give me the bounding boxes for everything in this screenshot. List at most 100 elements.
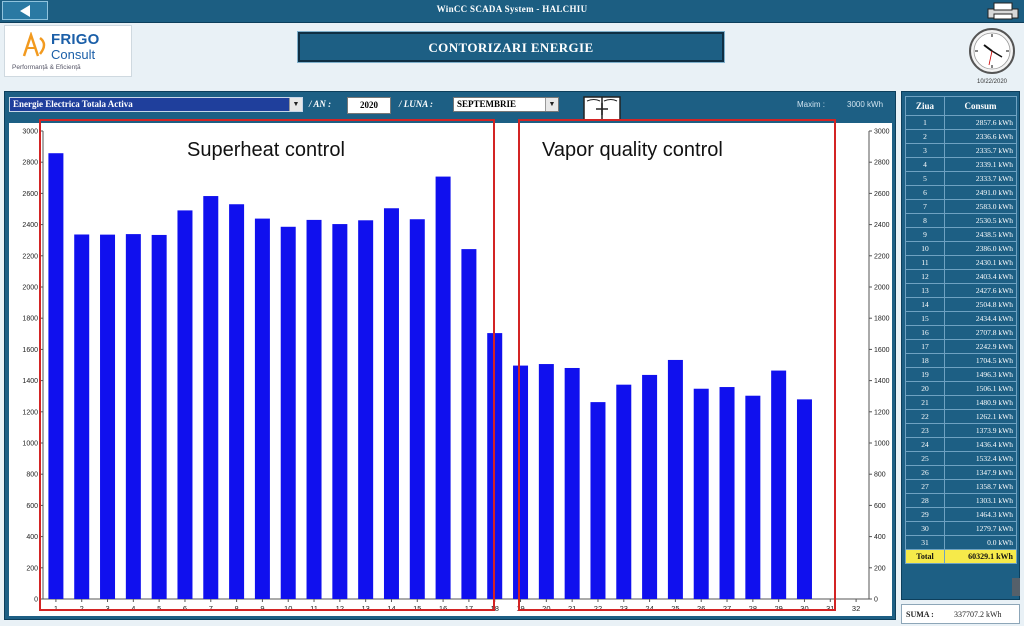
table-cell-day: 17 [905, 339, 945, 354]
column-header-day: Ziua [905, 96, 945, 116]
bar-day-5 [151, 234, 167, 599]
month-dropdown[interactable]: SEPTEMBRIE ▼ [453, 97, 559, 112]
table-cell-day: 8 [905, 213, 945, 228]
y-tick-label-left: 2200 [22, 253, 38, 260]
chevron-down-icon[interactable]: ▼ [289, 98, 302, 111]
chart-panel: Energie Electrica Totala Activa ▼ / AN :… [4, 91, 896, 620]
x-tick-label: 30 [800, 604, 808, 613]
series-dropdown[interactable]: Energie Electrica Totala Activa ▼ [9, 97, 303, 112]
y-tick-label-right: 2000 [874, 285, 890, 292]
chart-controls: Energie Electrica Totala Activa ▼ / AN :… [5, 92, 895, 122]
table-row: 10 2386.0 kWh [905, 241, 1017, 256]
table-cell-day: 6 [905, 185, 945, 200]
table-total-row: Total 60329.1 kWh [905, 549, 1017, 564]
bar-day-20 [538, 364, 554, 599]
table-cell-day: 1 [905, 115, 945, 130]
year-input[interactable]: 2020 [347, 97, 391, 114]
table-cell-day: 31 [905, 535, 945, 550]
back-button[interactable] [2, 1, 48, 20]
y-tick-label-right: 3000 [874, 129, 890, 136]
bar-chart: 0 0 200 200 400 400 600 600 800 800 1000 1000 1200 12… [9, 119, 892, 616]
y-tick-label-left: 800 [26, 472, 38, 479]
month-label: / LUNA : [399, 99, 434, 109]
sum-label: SUMA : [906, 610, 934, 619]
annotation-box-vapor-quality [518, 119, 836, 611]
table-cell-day: 10 [905, 241, 945, 256]
bar-day-17 [461, 249, 477, 599]
table-cell-consum: 2336.6 kWh [944, 129, 1017, 144]
chevron-down-icon[interactable]: ▼ [545, 98, 558, 111]
bar-day-2 [74, 234, 90, 599]
table-cell-consum: 2434.4 kWh [944, 311, 1017, 326]
table-row: 30 1279.7 kWh [905, 521, 1017, 536]
x-tick-label: 1 [54, 604, 58, 613]
bar-day-25 [667, 359, 683, 599]
annotation-label-superheat: Superheat control [187, 139, 345, 161]
logo-text-consult: Consult [51, 47, 96, 62]
table-cell-consum: 2438.5 kWh [944, 227, 1017, 242]
table-row: 5 2333.7 kWh [905, 171, 1017, 186]
bar-day-16 [435, 176, 451, 599]
y-tick-label-right: 1400 [874, 378, 890, 385]
top-bar: WinCC SCADA System - HALCHIU [0, 0, 1024, 23]
table-cell-consum: 2403.4 kWh [944, 269, 1017, 284]
scroll-handle[interactable] [1012, 578, 1020, 596]
y-tick-label-right: 600 [874, 503, 886, 510]
x-tick-label: 28 [749, 604, 757, 613]
table-cell-day: 4 [905, 157, 945, 172]
table-row: 17 2242.9 kWh [905, 339, 1017, 354]
y-tick-label-left: 2000 [22, 285, 38, 292]
table-cell-day: 22 [905, 409, 945, 424]
y-tick-label-right: 2400 [874, 222, 890, 229]
table-cell-consum: 2707.8 kWh [944, 325, 1017, 340]
table-cell-consum: 1506.1 kWh [944, 381, 1017, 396]
bar-day-12 [332, 224, 348, 599]
table-cell-consum: 2857.6 kWh [944, 115, 1017, 130]
bar-day-3 [100, 234, 116, 599]
x-tick-label: 5 [157, 604, 161, 613]
table-cell-day: 15 [905, 311, 945, 326]
x-tick-label: 32 [852, 604, 860, 613]
table-cell-consum: 2339.1 kWh [944, 157, 1017, 172]
table-row: 16 2707.8 kWh [905, 325, 1017, 340]
bar-day-4 [125, 234, 141, 599]
x-tick-label: 7 [209, 604, 213, 613]
clock-date: 10/22/2020 [976, 79, 1008, 85]
table-row: 14 2504.8 kWh [905, 297, 1017, 312]
table-row: 2 2336.6 kWh [905, 129, 1017, 144]
table-cell-consum: 2427.6 kWh [944, 283, 1017, 298]
table-row: 22 1262.1 kWh [905, 409, 1017, 424]
table-cell-day: 23 [905, 423, 945, 438]
table-cell-consum: 2430.1 kWh [944, 255, 1017, 270]
printer-icon[interactable] [986, 2, 1020, 20]
table-row: 24 1436.4 kWh [905, 437, 1017, 452]
table-cell-consum: 2583.0 kWh [944, 199, 1017, 214]
table-cell-day: 7 [905, 199, 945, 214]
bar-day-15 [409, 219, 425, 600]
bar-day-8 [229, 204, 245, 599]
table-cell-day: 18 [905, 353, 945, 368]
table-row: 1 2857.6 kWh [905, 115, 1017, 130]
table-cell-consum: 1347.9 kWh [944, 465, 1017, 480]
y-tick-label-right: 1800 [874, 316, 890, 323]
table-cell-day: 16 [905, 325, 945, 340]
table-row: 6 2491.0 kWh [905, 185, 1017, 200]
table-cell-consum: 2386.0 kWh [944, 241, 1017, 256]
back-arrow-icon [20, 5, 30, 17]
x-tick-label: 20 [542, 604, 550, 613]
x-tick-label: 17 [465, 604, 473, 613]
table-header-row: Ziua Consum [905, 96, 1017, 116]
company-logo: FRIGO Consult Performanță & Eficiență [4, 25, 132, 77]
y-tick-label-right: 1000 [874, 441, 890, 448]
y-tick-label-left: 1200 [22, 409, 38, 416]
y-tick-label-left: 1600 [22, 347, 38, 354]
x-tick-label: 6 [183, 604, 187, 613]
table-row: 18 1704.5 kWh [905, 353, 1017, 368]
x-tick-label: 14 [387, 604, 395, 613]
x-tick-label: 25 [671, 604, 679, 613]
x-tick-label: 2 [80, 604, 84, 613]
bar-day-6 [177, 210, 193, 599]
table-total-value: 60329.1 kWh [944, 549, 1017, 564]
book-icon[interactable] [583, 95, 621, 121]
x-tick-label: 15 [413, 604, 421, 613]
